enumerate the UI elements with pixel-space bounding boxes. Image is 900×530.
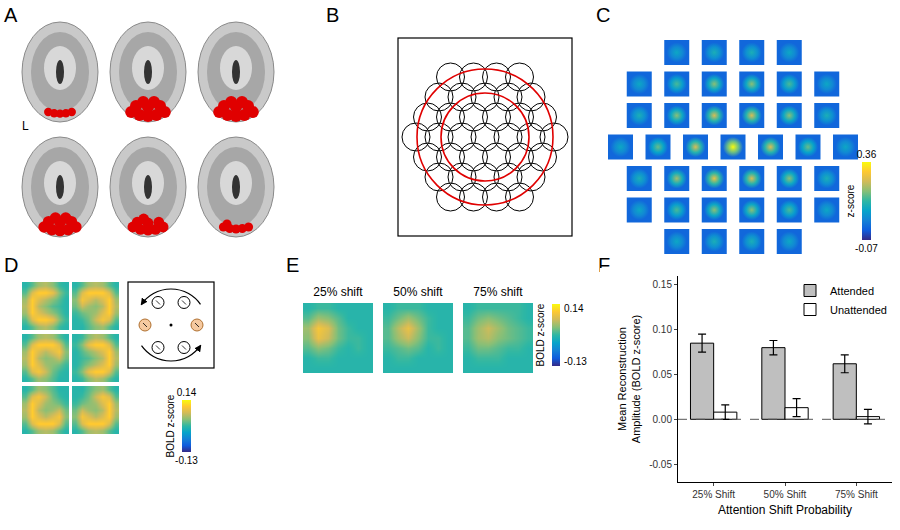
svg-text:z-score: z-score: [845, 184, 856, 217]
svg-text:0.00: 0.00: [653, 414, 673, 425]
svg-text:50% shift: 50% shift: [393, 285, 443, 299]
svg-text:25% shift: 25% shift: [313, 285, 363, 299]
svg-text:50% Shift: 50% Shift: [764, 489, 807, 500]
svg-text:0.10: 0.10: [653, 324, 673, 335]
svg-text:75% shift: 75% shift: [473, 285, 523, 299]
svg-text:-0.13: -0.13: [564, 356, 587, 367]
svg-text:0.15: 0.15: [653, 279, 673, 290]
svg-text:BOLD z-score: BOLD z-score: [535, 303, 546, 366]
svg-text:0.14: 0.14: [564, 303, 584, 314]
svg-text:Attended: Attended: [830, 285, 874, 297]
svg-text:D: D: [4, 254, 18, 276]
svg-text:E: E: [286, 254, 299, 276]
svg-text:-0.13: -0.13: [175, 455, 198, 466]
svg-text:0.36: 0.36: [857, 149, 877, 160]
svg-text:A: A: [4, 4, 18, 26]
svg-text:Unattended: Unattended: [830, 304, 887, 316]
svg-text:75% Shift: 75% Shift: [835, 489, 878, 500]
svg-text:25% Shift: 25% Shift: [692, 489, 735, 500]
svg-text:B: B: [326, 4, 339, 26]
svg-text:F: F: [598, 254, 610, 276]
svg-text:L: L: [22, 119, 29, 133]
svg-text:Attention Shift Probability: Attention Shift Probability: [718, 503, 852, 517]
svg-text:0.05: 0.05: [653, 369, 673, 380]
svg-text:-0.07: -0.07: [855, 243, 878, 254]
svg-text:-0.05: -0.05: [649, 459, 672, 470]
svg-text:BOLD z-score: BOLD z-score: [165, 394, 176, 457]
svg-text:0.14: 0.14: [177, 387, 197, 398]
svg-text:C: C: [596, 4, 610, 26]
svg-text:Mean ReconstructionAmplitude (: Mean ReconstructionAmplitude (BOLD z-sco…: [616, 315, 642, 443]
